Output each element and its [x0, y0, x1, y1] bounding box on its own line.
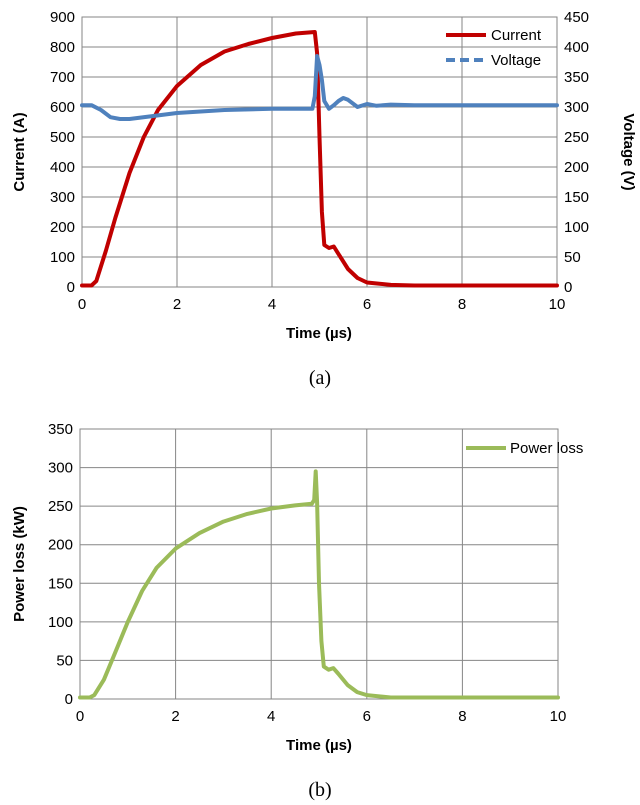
y-tick-label: 600: [50, 99, 75, 116]
y2-tick-label: 200: [564, 159, 589, 176]
y-tick-label: 900: [50, 9, 75, 26]
y-tick-label: 200: [50, 219, 75, 236]
y2-tick-label: 50: [564, 249, 581, 266]
y-tick-label: 200: [48, 537, 73, 554]
x-tick-label: 4: [267, 708, 275, 725]
y2-tick-label: 400: [564, 39, 589, 56]
x-tick-label: 2: [173, 296, 181, 313]
legend-label-voltage: Voltage: [491, 52, 541, 69]
y2-tick-label: 300: [564, 99, 589, 116]
y-tick-labels-a: 0 100 200 300 400 500 600 700 800 900: [50, 9, 75, 296]
y-tick-label: 300: [50, 189, 75, 206]
x-tick-labels-b: 0 2 4 6 8 10: [76, 708, 567, 725]
legend-label-current: Current: [491, 27, 542, 44]
x-tick-label: 0: [78, 296, 86, 313]
y-axis-title-b: Power loss (kW): [11, 506, 28, 622]
x-tick-label: 2: [171, 708, 179, 725]
x-axis-title-a: Time (µs): [286, 325, 352, 342]
x-axis-title-b: Time (µs): [286, 737, 352, 754]
y-axis-title-a: Current (A): [11, 112, 28, 191]
y-tick-labels-b: 0 50 100 150 200 250 300 350: [48, 421, 73, 708]
x-tick-label: 10: [549, 296, 566, 313]
y2-axis-title-a: Voltage (V): [620, 113, 637, 190]
y-tick-label: 0: [67, 279, 75, 296]
x-tick-labels-a: 0 2 4 6 8 10: [78, 296, 566, 313]
y2-tick-label: 0: [564, 279, 572, 296]
x-tick-label: 6: [363, 296, 371, 313]
y-tick-label: 700: [50, 69, 75, 86]
y-tick-label: 500: [50, 129, 75, 146]
y-tick-label: 250: [48, 498, 73, 515]
y2-tick-label: 350: [564, 69, 589, 86]
x-tick-label: 10: [550, 708, 567, 725]
y2-tick-label: 250: [564, 129, 589, 146]
y2-tick-labels-a: 0 50 100 150 200 250 300 350 400 450: [564, 9, 589, 296]
y-tick-label: 400: [50, 159, 75, 176]
y2-tick-label: 150: [564, 189, 589, 206]
y-tick-label: 300: [48, 460, 73, 477]
y-tick-label: 100: [50, 249, 75, 266]
x-tick-label: 4: [268, 296, 276, 313]
y-tick-label: 100: [48, 614, 73, 631]
x-tick-label: 8: [458, 708, 466, 725]
caption-a: (a): [309, 367, 331, 389]
y2-tick-label: 450: [564, 9, 589, 26]
y-tick-label: 150: [48, 575, 73, 592]
y-tick-label: 50: [56, 652, 73, 669]
y-tick-label: 0: [65, 691, 73, 708]
x-tick-label: 0: [76, 708, 84, 725]
x-tick-label: 6: [363, 708, 371, 725]
caption-b: (b): [308, 779, 331, 801]
x-tick-label: 8: [458, 296, 466, 313]
legend-label-power-loss: Power loss: [510, 440, 583, 457]
y2-tick-label: 100: [564, 219, 589, 236]
y-tick-label: 800: [50, 39, 75, 56]
y-tick-label: 350: [48, 421, 73, 438]
